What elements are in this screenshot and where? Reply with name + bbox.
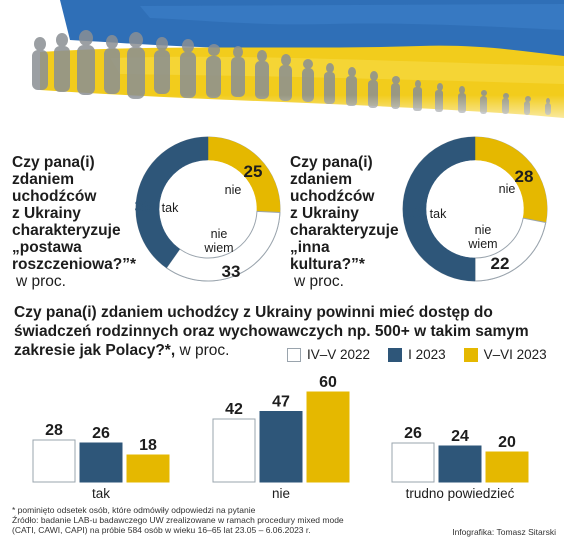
donut-1-value-nie-wiem: 33 xyxy=(222,262,241,281)
donut-2-value-tak: 50 xyxy=(403,203,422,222)
legend-item-2022: IV–V 2022 xyxy=(287,347,370,362)
footnote-line-1: * pominięto odsetek osób, które odmówiły… xyxy=(12,505,256,515)
donut-2-value-nie-wiem: 22 xyxy=(491,254,510,273)
donut-2-category-nie-wiem-2: wiem xyxy=(467,237,497,251)
bar-label-nie-IV-V-2022: 42 xyxy=(225,401,243,418)
banner-fade xyxy=(0,95,564,135)
legend-item-2023-i: I 2023 xyxy=(388,347,446,362)
bar-nie-IV-V-2022 xyxy=(212,418,256,483)
bar-label-nie-V-VI-2023: 60 xyxy=(319,374,337,391)
bar-label-tak-V-VI-2023: 18 xyxy=(139,437,157,454)
legend-item-2023-v: V–VI 2023 xyxy=(463,347,547,362)
question-1-text: Czy pana(i) zdaniem uchodźców z Ukrainy … xyxy=(12,154,137,273)
bar-chart: 28 26 18 tak 42 47 60 nie 26 24 20 trudno powiedzie… xyxy=(32,374,529,501)
donut-1-category-nie: nie xyxy=(225,183,242,197)
donut-2-category-nie-wiem-1: nie xyxy=(475,223,492,237)
question-3-unit: w proc. xyxy=(179,342,230,359)
donut-1-value-tak: 39 xyxy=(135,197,154,216)
category-label-nie: nie xyxy=(272,486,290,501)
donut-1-category-tak: tak xyxy=(162,201,179,215)
question-3: Czy pana(i) zdaniem uchodźcy z Ukrainy p… xyxy=(14,303,559,360)
legend-label-2023-i: I 2023 xyxy=(408,347,446,362)
donut-1-value-nie: 25 xyxy=(244,162,263,181)
bar-label-tak-IV-V-2022: 28 xyxy=(45,422,63,439)
question-2: Czy pana(i) zdaniem uchodźców z Ukrainy … xyxy=(290,137,405,290)
legend-swatch-2023-i xyxy=(388,347,403,362)
bar-nie-I-2023 xyxy=(259,411,303,483)
legend-swatch-2022 xyxy=(287,347,301,362)
bar-label-nie-I-2023: 47 xyxy=(272,394,290,411)
bar-trudno-powiedzieć-IV-V-2022 xyxy=(391,442,435,483)
credit: Infografika: Tomasz Sitarski xyxy=(452,527,556,537)
question-1-unit: w proc. xyxy=(16,273,66,290)
donut-2-category-tak: tak xyxy=(430,207,447,221)
bar-label-trudno-powiedzieć-I-2023: 24 xyxy=(451,428,469,445)
donut-2-slice-tak xyxy=(402,136,476,282)
category-label-trudno-powiedzieć: trudno powiedzieć xyxy=(406,486,515,501)
bar-label-trudno-powiedzieć-IV-V-2022: 26 xyxy=(404,425,422,442)
donut-1-category-nie-wiem-1: nie xyxy=(211,227,228,241)
bar-label-trudno-powiedzieć-V-VI-2023: 20 xyxy=(498,434,516,451)
question-2-unit: w proc. xyxy=(294,273,344,290)
bar-tak-V-VI-2023 xyxy=(126,454,170,483)
footnote-line-2: Źródło: badanie LAB-u badawczego UW zrea… xyxy=(12,515,344,525)
bar-nie-V-VI-2023 xyxy=(306,391,350,483)
footnote-line-3: (CATI, CAWI, CAPI) na próbie 584 osób w … xyxy=(12,525,311,535)
bar-trudno-powiedzieć-V-VI-2023 xyxy=(485,451,529,483)
question-2-text: Czy pana(i) zdaniem uchodźców z Ukrainy … xyxy=(290,154,399,273)
legend-label-2023-v: V–VI 2023 xyxy=(483,347,547,362)
legend: IV–V 2022 I 2023 V–VI 2023 xyxy=(287,347,547,362)
donut-1-slice-tak xyxy=(135,136,209,269)
header-illustration xyxy=(0,0,564,135)
bar-tak-IV-V-2022 xyxy=(32,439,76,483)
legend-label-2022: IV–V 2022 xyxy=(307,347,371,362)
bar-trudno-powiedzieć-I-2023 xyxy=(438,445,482,483)
legend-swatch-2023-v xyxy=(463,347,478,362)
donut-2-value-nie: 28 xyxy=(515,167,534,186)
question-1: Czy pana(i) zdaniem uchodźców z Ukrainy … xyxy=(12,137,137,290)
category-label-tak: tak xyxy=(92,486,110,501)
donut-1-category-nie-wiem-2: wiem xyxy=(203,241,233,255)
question-3-text: Czy pana(i) zdaniem uchodźcy z Ukrainy p… xyxy=(14,304,529,359)
bar-label-tak-I-2023: 26 xyxy=(92,425,110,442)
donut-2-category-nie: nie xyxy=(499,182,516,196)
bar-tak-I-2023 xyxy=(79,442,123,483)
footnote: * pominięto odsetek osób, które odmówiły… xyxy=(12,505,344,535)
